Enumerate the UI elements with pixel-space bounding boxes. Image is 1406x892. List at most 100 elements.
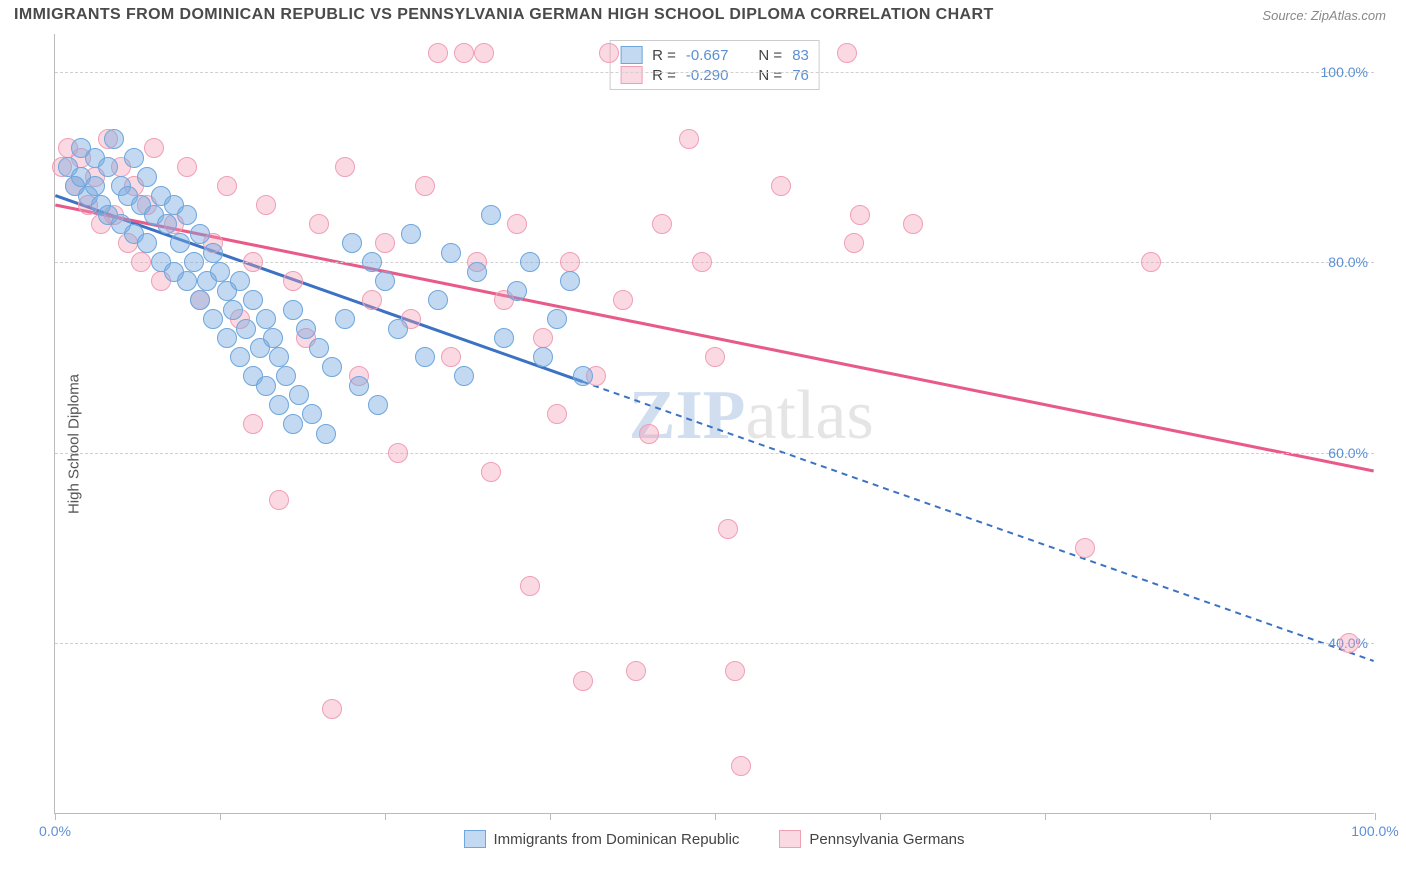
data-point-series2: [1075, 538, 1095, 558]
data-point-series2: [725, 661, 745, 681]
data-point-series1: [520, 252, 540, 272]
data-point-series1: [190, 290, 210, 310]
data-point-series2: [771, 176, 791, 196]
x-tick: [880, 813, 881, 820]
watermark: ZIPatlas: [629, 376, 874, 456]
data-point-series1: [137, 233, 157, 253]
data-point-series1: [177, 271, 197, 291]
x-tick: [220, 813, 221, 820]
data-point-series2: [639, 424, 659, 444]
data-point-series1: [137, 167, 157, 187]
data-point-series2: [718, 519, 738, 539]
data-point-series1: [283, 300, 303, 320]
data-point-series2: [837, 43, 857, 63]
y-tick-label: 100.0%: [1321, 64, 1368, 80]
data-point-series1: [362, 252, 382, 272]
data-point-series1: [547, 309, 567, 329]
chart-title: IMMIGRANTS FROM DOMINICAN REPUBLIC VS PE…: [14, 6, 994, 24]
data-point-series1: [316, 424, 336, 444]
data-point-series1: [349, 376, 369, 396]
data-point-series1: [335, 309, 355, 329]
data-point-series2: [533, 328, 553, 348]
data-point-series2: [217, 176, 237, 196]
legend-row-series2: R = -0.290 N = 76: [620, 65, 809, 85]
data-point-series2: [474, 43, 494, 63]
data-point-series1: [184, 252, 204, 272]
data-point-series1: [263, 328, 283, 348]
data-point-series2: [613, 290, 633, 310]
data-point-series1: [230, 347, 250, 367]
data-point-series2: [375, 233, 395, 253]
y-tick-label: 60.0%: [1328, 445, 1368, 461]
data-point-series2: [507, 214, 527, 234]
data-point-series1: [289, 385, 309, 405]
data-point-series1: [269, 347, 289, 367]
data-point-series2: [520, 576, 540, 596]
data-point-series2: [481, 462, 501, 482]
data-point-series2: [679, 129, 699, 149]
data-point-series2: [283, 271, 303, 291]
bottom-legend: Immigrants from Dominican Republic Penns…: [54, 830, 1374, 848]
x-tick: [55, 813, 56, 820]
swatch-series2: [779, 830, 801, 848]
swatch-series2: [620, 66, 642, 84]
data-point-series2: [560, 252, 580, 272]
data-point-series2: [652, 214, 672, 234]
data-point-series1: [368, 395, 388, 415]
data-point-series2: [731, 756, 751, 776]
data-point-series2: [1141, 252, 1161, 272]
legend-item-series1: Immigrants from Dominican Republic: [464, 830, 740, 848]
data-point-series1: [573, 366, 593, 386]
data-point-series1: [388, 319, 408, 339]
data-point-series2: [415, 176, 435, 196]
source-link[interactable]: ZipAtlas.com: [1311, 8, 1386, 23]
data-point-series1: [401, 224, 421, 244]
x-tick: [1045, 813, 1046, 820]
data-point-series2: [692, 252, 712, 272]
data-point-series2: [547, 404, 567, 424]
data-point-series2: [309, 214, 329, 234]
data-point-series1: [85, 176, 105, 196]
data-point-series1: [342, 233, 362, 253]
data-point-series2: [131, 252, 151, 272]
data-point-series1: [276, 366, 296, 386]
data-point-series1: [217, 328, 237, 348]
data-point-series1: [283, 414, 303, 434]
data-point-series2: [243, 414, 263, 434]
data-point-series1: [533, 347, 553, 367]
gridline: [55, 453, 1374, 454]
legend-row-series1: R = -0.667 N = 83: [620, 45, 809, 65]
data-point-series2: [441, 347, 461, 367]
data-point-series1: [454, 366, 474, 386]
data-point-series2: [322, 699, 342, 719]
gridline: [55, 72, 1374, 73]
data-point-series1: [302, 404, 322, 424]
data-point-series1: [256, 309, 276, 329]
data-point-series1: [124, 148, 144, 168]
data-point-series1: [190, 224, 210, 244]
data-point-series2: [335, 157, 355, 177]
data-point-series1: [467, 262, 487, 282]
data-point-series1: [210, 262, 230, 282]
data-point-series2: [599, 43, 619, 63]
data-point-series2: [269, 490, 289, 510]
data-point-series1: [157, 214, 177, 234]
scatter-plot: ZIPatlas R = -0.667 N = 83 R = -0.290 N …: [54, 34, 1374, 814]
data-point-series1: [415, 347, 435, 367]
legend-item-series2: Pennsylvania Germans: [779, 830, 964, 848]
data-point-series1: [243, 290, 263, 310]
data-point-series2: [626, 661, 646, 681]
correlation-legend: R = -0.667 N = 83 R = -0.290 N = 76: [609, 40, 820, 90]
data-point-series1: [256, 376, 276, 396]
chart-container: High School Diploma ZIPatlas R = -0.667 …: [14, 34, 1394, 854]
data-point-series1: [494, 328, 514, 348]
source-attribution: Source: ZipAtlas.com: [1262, 8, 1386, 23]
data-point-series2: [850, 205, 870, 225]
x-tick: [715, 813, 716, 820]
data-point-series1: [269, 395, 289, 415]
data-point-series1: [170, 233, 190, 253]
data-point-series1: [223, 300, 243, 320]
gridline: [55, 643, 1374, 644]
data-point-series1: [441, 243, 461, 263]
x-tick: [550, 813, 551, 820]
